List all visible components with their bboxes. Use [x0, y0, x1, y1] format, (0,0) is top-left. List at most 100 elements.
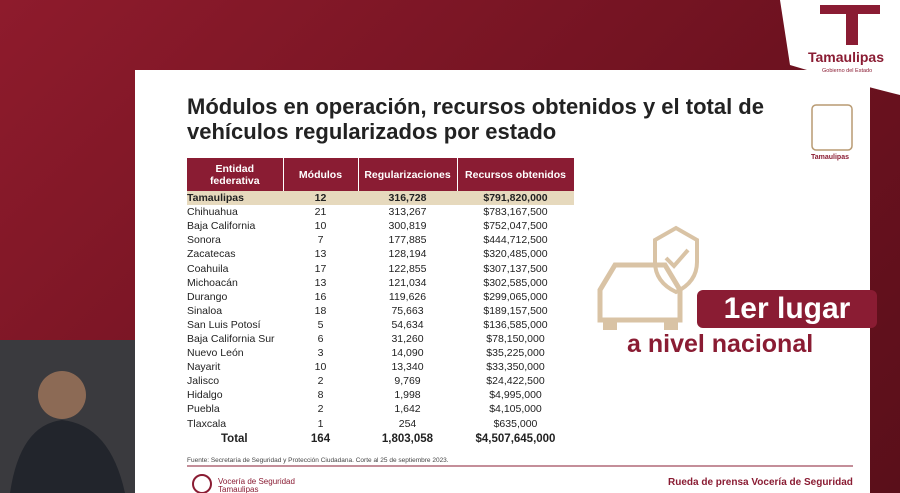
- table-cell: Baja California Sur: [187, 332, 275, 345]
- column-header: Recursos obtenidos: [457, 158, 575, 191]
- table-row: Hidalgo 8 1,998 $4,995,000: [187, 388, 574, 402]
- table-cell: 10: [314, 220, 327, 233]
- table-cell: Sinaloa: [187, 304, 223, 317]
- table-cell: $791,820,000: [457, 191, 574, 206]
- table-cell: Hidalgo: [187, 389, 223, 402]
- seal-label: Tamaulipas: [811, 154, 849, 161]
- table-row: Zacatecas 13 128,194 $320,485,000: [187, 247, 574, 261]
- table-row: San Luis Potosí 5 54,634 $136,585,000: [187, 318, 574, 332]
- table-cell: $444,712,500: [483, 234, 548, 247]
- brand-sub: Gobierno del Estado: [822, 68, 872, 74]
- table-row: Michoacán 13 121,034 $302,585,000: [187, 276, 574, 290]
- table-cell: 14,090: [391, 347, 424, 360]
- check: [664, 248, 690, 269]
- total-cell: 1,803,058: [381, 433, 434, 446]
- table-body: Tamaulipas 12 316,728 $791,820,000 Chihuahua…: [187, 191, 574, 448]
- table-row: Nayarit 10 13,340 $33,350,000: [187, 360, 574, 374]
- table: Entidad federativa Módulos Regularizacione…: [187, 158, 575, 448]
- table-cell: $320,485,000: [483, 248, 548, 261]
- table-cell: 13: [314, 248, 327, 261]
- slide: [135, 70, 870, 493]
- table-cell: 119,626: [388, 290, 427, 303]
- table-row: Durango 16 119,626 $299,065,000: [187, 290, 574, 304]
- column-header: Módulos: [283, 158, 359, 191]
- event-label: Rueda de prensa Vocería de Seguridad: [668, 477, 853, 488]
- table-cell: $78,150,000: [486, 332, 545, 345]
- table-cell: San Luis Potosí: [187, 318, 261, 331]
- seal: [811, 104, 853, 151]
- table-cell: 6: [317, 332, 324, 345]
- footer-logo-line2: Tamaulipas: [218, 485, 258, 493]
- table-cell: 8: [317, 389, 324, 402]
- table-cell: 10: [314, 361, 327, 374]
- title: Módulos en operación, recursos obtenidos…: [187, 94, 764, 144]
- table-cell: Sonora: [187, 234, 221, 247]
- table-row: Baja California 10 300,819 $752,047,500: [187, 219, 574, 233]
- table-cell: $136,585,000: [483, 318, 548, 331]
- table-cell: 7: [317, 234, 324, 247]
- table-cell: 122,855: [388, 262, 427, 275]
- table-row: Jalisco 2 9,769 $24,422,500: [187, 374, 574, 388]
- table-cell: $35,225,000: [486, 347, 545, 360]
- brand-panel: [780, 0, 900, 95]
- table-cell: 12: [283, 191, 358, 206]
- table-cell: $302,585,000: [483, 276, 548, 289]
- table-cell: 2: [317, 403, 324, 416]
- table-cell: 13: [314, 276, 327, 289]
- table-row: Tamaulipas 12 316,728 $791,820,000: [187, 191, 574, 206]
- table-cell: Chihuahua: [187, 206, 238, 219]
- table-cell: $24,422,500: [486, 375, 545, 388]
- rank-scope: a nivel nacional: [627, 330, 814, 358]
- table-cell: Nayarit: [187, 361, 221, 374]
- table-cell: Jalisco: [187, 375, 220, 388]
- table-cell: $783,167,500: [483, 206, 548, 219]
- table-cell: $752,047,500: [483, 220, 548, 233]
- total-cell: $4,507,645,000: [475, 433, 556, 446]
- table-cell: Coahuila: [187, 262, 229, 275]
- speaker-head: [38, 371, 86, 419]
- table-cell: 177,885: [388, 234, 427, 247]
- column-header: Entidad federativa: [187, 158, 284, 191]
- table-cell: 316,728: [358, 191, 457, 206]
- table-cell: 1: [317, 417, 324, 430]
- wheel: [664, 320, 678, 330]
- table-cell: Tlaxcala: [187, 417, 227, 430]
- table-row: Puebla 2 1,642 $4,105,000: [187, 402, 574, 416]
- speaker-body: [10, 420, 125, 493]
- wheel: [603, 320, 617, 330]
- table-cell: 128,194: [388, 248, 427, 261]
- total-row: Total 164 1,803,058 $4,507,645,000: [187, 431, 574, 448]
- table-cell: 3: [317, 347, 324, 360]
- table-cell: 17: [314, 262, 327, 275]
- table-cell: $4,105,000: [489, 403, 542, 416]
- table-cell: 2: [317, 375, 324, 388]
- brand-mark: [820, 5, 880, 45]
- table-cell: Baja California: [187, 220, 256, 233]
- table-cell: $307,137,500: [483, 262, 548, 275]
- shield: [653, 225, 699, 295]
- source-note: Fuente: Secretaría de Seguridad y Protec…: [187, 457, 449, 464]
- table-cell: $33,350,000: [486, 361, 545, 374]
- table-cell: 5: [317, 318, 324, 331]
- table-cell: $635,000: [493, 417, 538, 430]
- table-cell: Nuevo León: [187, 347, 244, 360]
- table-cell: 254: [398, 417, 417, 430]
- table-row: Coahuila 17 122,855 $307,137,500: [187, 261, 574, 275]
- table-row: Tlaxcala 1 254 $635,000: [187, 417, 574, 431]
- table-cell: 1,642: [394, 403, 421, 416]
- table-row: Sonora 7 177,885 $444,712,500: [187, 233, 574, 247]
- table-row: Nuevo León 3 14,090 $35,225,000: [187, 346, 574, 360]
- table-cell: Michoacán: [187, 276, 238, 289]
- table-cell: 75,663: [391, 304, 424, 317]
- table-row: Baja California Sur 6 31,260 $78,150,000: [187, 332, 574, 346]
- table-cell: 13,340: [391, 361, 424, 374]
- table-cell: Puebla: [187, 403, 220, 416]
- table-cell: $189,157,500: [483, 304, 548, 317]
- table-cell: 16: [314, 290, 327, 303]
- total-cell: Total: [221, 433, 248, 446]
- total-cell: 164: [310, 433, 331, 446]
- table-cell: 31,260: [391, 332, 424, 345]
- car: [597, 262, 683, 323]
- table-row: Chihuahua 21 313,267 $783,167,500: [187, 205, 574, 219]
